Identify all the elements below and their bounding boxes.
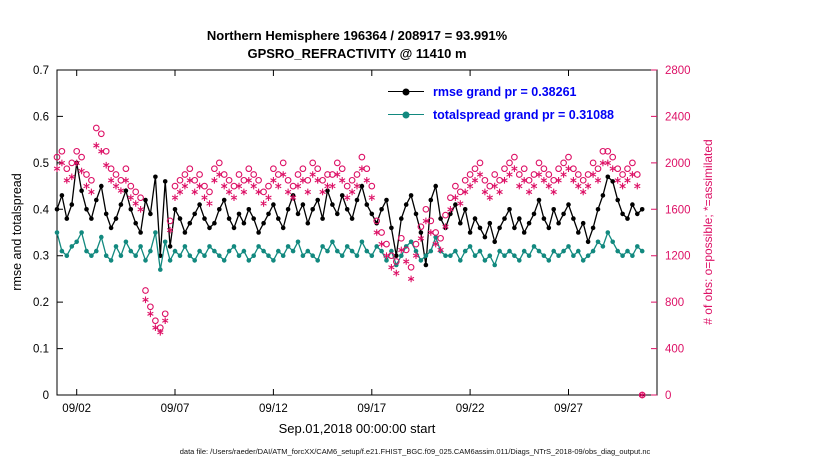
totalspread-line-sample-icon [388,111,424,119]
svg-text:2000: 2000 [665,158,691,170]
svg-text:09/02: 09/02 [62,403,91,415]
chart-title: Northern Hemisphere 196364 / 208917 = 93… [206,28,508,43]
totalspread-marker-icon [402,111,410,119]
x-axis-label: Sep.01,2018 00:00:00 start [278,421,436,436]
svg-text:2800: 2800 [665,65,691,77]
chart-subtitle: GPSRO_REFRACTIVITY @ 11410 m [247,46,467,61]
totalspread-series [54,230,645,272]
svg-text:09/07: 09/07 [161,403,190,415]
svg-text:0.1: 0.1 [33,344,49,356]
axes-box [56,69,658,396]
svg-text:09/17: 09/17 [357,403,386,415]
legend: rmse grand pr = 0.38261 totalspread gran… [388,80,614,126]
legend-label-totalspread: totalspread grand pr = 0.31088 [433,107,614,122]
svg-text:09/22: 09/22 [456,403,485,415]
x-ticks [76,70,569,395]
legend-label-rmse: rmse grand pr = 0.38261 [433,84,577,99]
right-axis-label: # of obs: o=possible; *=assimilated [701,139,715,325]
svg-text:800: 800 [665,297,684,309]
rmse-series [54,160,645,268]
svg-text:0.6: 0.6 [33,111,49,123]
rmse-marker-icon [402,88,410,96]
possible-series [53,124,646,399]
assimilated-series [53,142,646,399]
legend-item-rmse: rmse grand pr = 0.38261 [388,80,614,103]
rmse-line-sample-icon [388,88,424,96]
svg-text:0: 0 [43,390,49,402]
svg-text:0.4: 0.4 [33,204,50,216]
left-ticks [57,69,63,396]
legend-item-totalspread: totalspread grand pr = 0.31088 [388,103,614,126]
svg-text:1200: 1200 [665,251,691,263]
svg-text:0.7: 0.7 [33,65,49,77]
svg-text:400: 400 [665,344,684,356]
svg-text:0.5: 0.5 [33,158,49,170]
left-axis-label: rmse and totalspread [10,173,24,291]
right-ticks [651,69,657,396]
tick-labels: 09/02 09/07 09/12 09/17 09/22 09/27 0 0.1 0.2 0.3… [33,65,691,415]
svg-text:0.3: 0.3 [33,251,49,263]
svg-text:0: 0 [665,390,671,402]
svg-text:09/27: 09/27 [554,403,583,415]
svg-text:2400: 2400 [665,111,691,123]
data-file-caption: data file: /Users/raeder/DAI/ATM_forcXX/… [179,447,651,456]
svg-text:09/12: 09/12 [259,403,288,415]
svg-text:1600: 1600 [665,204,691,216]
svg-text:0.2: 0.2 [33,297,49,309]
